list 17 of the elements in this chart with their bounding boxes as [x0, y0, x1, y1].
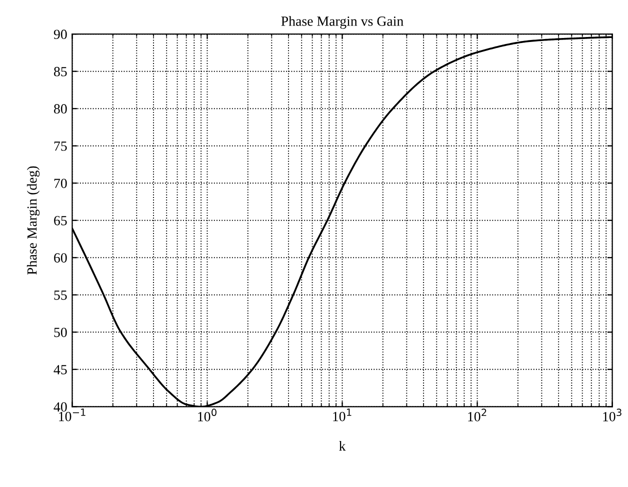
y-tick-label: 70 [54, 178, 67, 188]
y-tick-label: 85 [54, 66, 67, 76]
y-tick-label: 50 [54, 328, 67, 338]
x-tick-label: 10$^{2}$ [468, 408, 486, 422]
y-axis-title: Phase Margin (deg) [26, 166, 40, 275]
y-tick-label: 60 [54, 253, 67, 263]
y-tick-label: 65 [54, 216, 67, 226]
y-tick-label: 75 [54, 142, 67, 151]
y-tick-label: 55 [54, 290, 67, 300]
x-axis-title: k [339, 440, 346, 451]
chart-title: Phase Margin vs Gain [281, 16, 404, 29]
y-tick-label: 80 [54, 104, 67, 114]
x-tick-label: 10$^{1}$ [333, 408, 352, 422]
x-tick-label: 10$^{3}$ [603, 408, 622, 422]
x-tick-label: 10$^{0}$ [198, 408, 216, 422]
y-tick-label: 45 [54, 365, 67, 374]
y-tick-label: 90 [54, 30, 67, 40]
